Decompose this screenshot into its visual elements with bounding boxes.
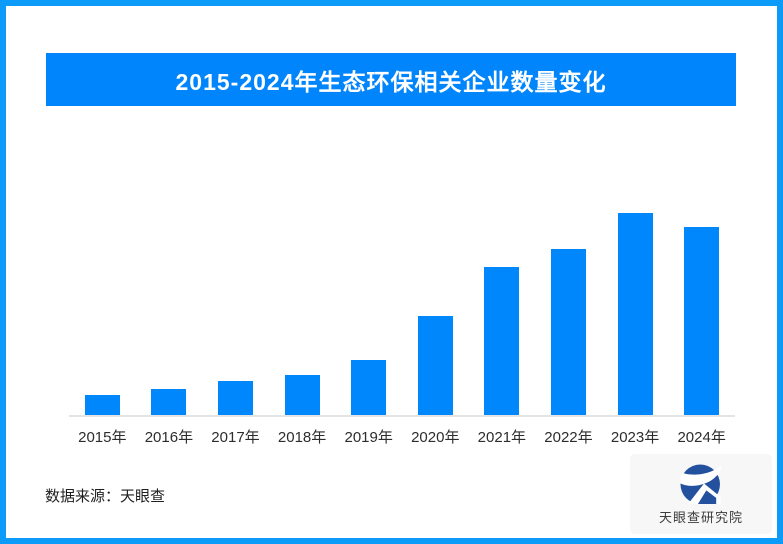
bar-slot-2019 <box>335 140 402 415</box>
bar-2017 <box>217 381 253 415</box>
bar-2021 <box>484 267 520 415</box>
x-label-2017: 2017年 <box>211 429 260 446</box>
bar-chart: 2015年 2016年 2017年 2018年 2019年 2020年 2021年 2022年… <box>69 140 735 447</box>
logo-text: 天眼查研究院 <box>658 509 743 525</box>
bar-slot-2015 <box>69 140 136 415</box>
bar-2022 <box>550 249 586 415</box>
bar-slot-2024 <box>668 140 735 415</box>
bar-slot-2018 <box>269 140 336 415</box>
bar-2016 <box>151 389 187 415</box>
x-label-2024: 2024年 <box>677 429 726 446</box>
plot-area <box>69 140 735 417</box>
x-label-2020: 2020年 <box>411 429 460 446</box>
bar-2015 <box>84 395 120 415</box>
bar-slot-2023 <box>602 140 669 415</box>
chart-title: 2015-2024年生态环保相关企业数量变化 <box>175 68 607 95</box>
x-label-2015: 2015年 <box>78 429 127 446</box>
logo-card: 天眼查研究院 <box>630 454 772 534</box>
bar-2024 <box>684 227 720 415</box>
bar-2018 <box>284 375 320 415</box>
bar-slot-2022 <box>535 140 602 415</box>
data-source-note: 数据来源：天眼查 <box>45 488 166 505</box>
title-banner: 2015-2024年生态环保相关企业数量变化 <box>46 53 736 106</box>
x-label-2016: 2016年 <box>144 429 194 446</box>
x-axis-labels: 2015年 2016年 2017年 2018年 2019年 2020年 2021年 2022年… <box>69 426 735 447</box>
x-label-2023: 2023年 <box>610 429 660 446</box>
bar-slot-2020 <box>402 140 469 415</box>
x-label-2022: 2022年 <box>544 429 593 446</box>
bar-slot-2021 <box>469 140 536 415</box>
tianyancha-eye-icon <box>680 464 722 504</box>
x-label-2018: 2018年 <box>277 429 327 446</box>
bar-2019 <box>351 360 387 415</box>
x-label-2021: 2021年 <box>477 429 527 446</box>
bar-2020 <box>417 316 453 415</box>
bar-slot-2016 <box>136 140 203 415</box>
bar-slot-2017 <box>202 140 269 415</box>
bar-2023 <box>617 213 653 415</box>
x-label-2019: 2019年 <box>344 429 393 446</box>
